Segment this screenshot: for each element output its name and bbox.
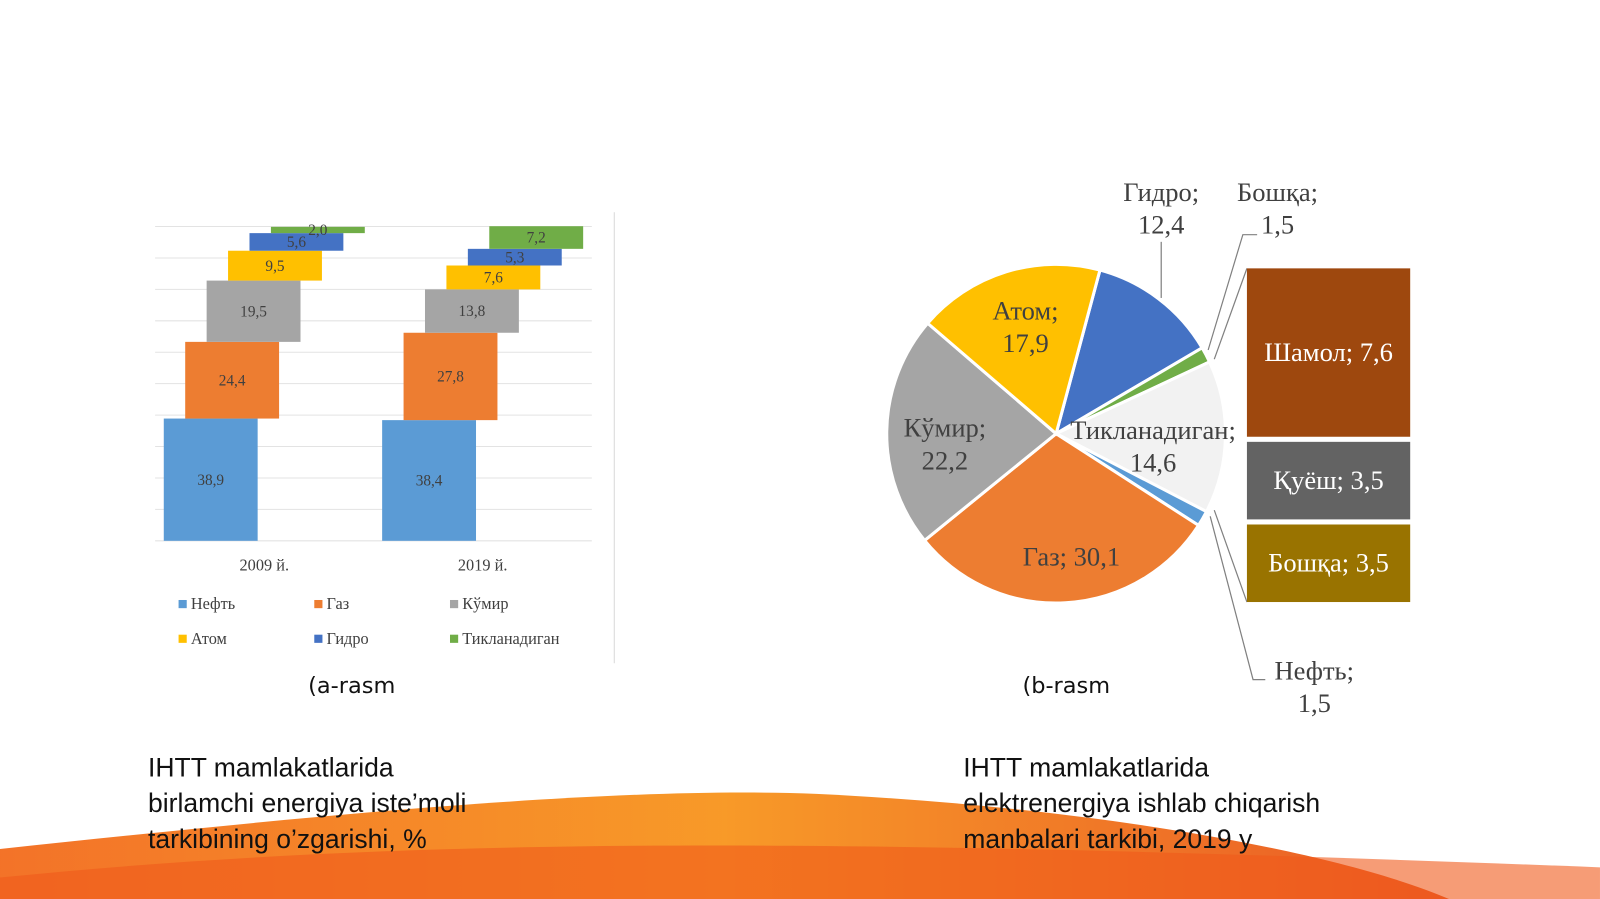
caption-line: birlamchi energiya iste’moli: [147, 787, 467, 819]
bar-label: Бошқа; 3,5: [1268, 547, 1389, 578]
bar-segment: [228, 250, 322, 281]
x-tick-label: 2009 й.: [240, 555, 290, 574]
connector-line: [1213, 268, 1248, 360]
bar-label: Шамол; 7,6: [1264, 337, 1393, 367]
data-label: 38,4: [416, 473, 443, 490]
pie-label: Газ; 30,1: [1022, 541, 1121, 572]
legend-swatch: [449, 599, 459, 609]
caption-line: tarkibining o’zgarishi, %: [147, 823, 427, 855]
pie-label: Тикланадиган; 14,6: [1070, 415, 1236, 478]
bar-of-pie-segment: [1246, 441, 1411, 520]
data-label: 2,0: [308, 222, 327, 239]
connector-line: [1213, 509, 1248, 603]
data-label: 13,8: [459, 303, 486, 320]
legend-label: Нефть: [191, 594, 235, 613]
legend-label: Атом: [191, 629, 227, 648]
pie-slice: [925, 262, 1102, 437]
legend-label: Тикланадиган: [462, 629, 560, 648]
pie-slice: [922, 431, 1201, 605]
data-label: 27,8: [437, 369, 464, 386]
bar-segment: [489, 226, 584, 249]
data-label: 19,5: [240, 303, 267, 320]
caption-line: IHTT mamlakatlarida: [147, 752, 394, 783]
bar-of-pie-segment: [1246, 268, 1411, 437]
legend-label: Гидро: [327, 629, 369, 648]
data-label: 5,6: [287, 234, 306, 251]
pie-slice: [1052, 359, 1228, 514]
figure-tag: (a-rasm: [308, 673, 396, 699]
legend-label: Газ: [327, 594, 350, 613]
leader-line: [1209, 516, 1266, 681]
legend-label: Кўмир: [462, 594, 508, 613]
bar-of-pie-segment: [1246, 524, 1411, 603]
background-wave: [0, 845, 1600, 899]
legend-swatch: [314, 634, 323, 643]
legend-swatch: [178, 599, 187, 609]
bar-segment: [403, 332, 498, 421]
legend-swatch: [449, 634, 459, 643]
bar-segment: [163, 418, 258, 541]
bar-segment: [424, 289, 519, 333]
pie-label: Кўмир; 22,2: [903, 413, 987, 476]
pie-slice: [1053, 268, 1205, 437]
caption-line: elektrenergiya ishlab chiqarish: [963, 787, 1321, 819]
caption-line: manbalari tarkibi, 2019 y: [963, 823, 1253, 855]
pie-label: Атом; 17,9: [992, 295, 1059, 359]
data-label: 7,2: [527, 230, 546, 247]
pie-slice: [885, 321, 1059, 543]
bar-segment: [382, 420, 477, 541]
data-label: 9,5: [265, 258, 284, 275]
bar-segment: [185, 341, 280, 419]
bar-label: Қуёш; 3,5: [1273, 465, 1384, 495]
data-label: 5,3: [505, 249, 524, 266]
legend-swatch: [314, 599, 323, 609]
bar-segment: [270, 226, 365, 234]
bar-segment: [467, 248, 562, 266]
pie-label: Гидро; 12,4: [1123, 177, 1200, 240]
data-label: 24,4: [219, 372, 246, 389]
bar-segment: [446, 265, 541, 290]
bar-segment: [206, 280, 301, 342]
figure-tag: (b-rasm: [1022, 673, 1111, 699]
data-label: 38,9: [197, 472, 224, 489]
legend-swatch: [178, 634, 187, 643]
bar-segment: [249, 233, 344, 251]
leader-line: [1207, 234, 1258, 351]
caption-line: IHTT mamlakatlarida: [963, 752, 1209, 783]
pie-label: Нефть; 1,5: [1274, 656, 1355, 719]
data-label: 7,6: [484, 270, 503, 287]
x-tick-label: 2019 й.: [458, 555, 508, 574]
pie-label: Бошқа; 1,5: [1237, 177, 1319, 240]
